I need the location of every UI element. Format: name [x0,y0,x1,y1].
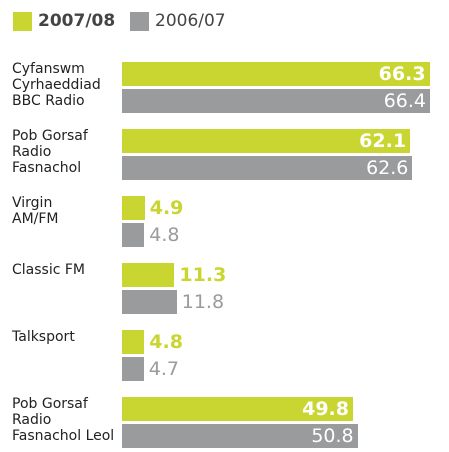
value-label: 66.3 [378,63,426,85]
category-label: Virgin AM/FM [12,195,59,227]
value-label: 4.9 [149,197,184,219]
bar [122,424,358,448]
value-label: 11.3 [179,264,227,286]
legend-swatch [13,12,32,31]
value-label: 50.8 [311,425,354,447]
value-label: 4.8 [149,331,183,353]
value-label: 49.8 [302,398,349,420]
bar [122,290,177,314]
bar [122,223,145,247]
bar [122,397,353,421]
bar [122,330,145,354]
bar [122,89,430,113]
value-label: 4.8 [149,224,180,246]
category-label: Pob Gorsaf Radio Fasnachol [12,128,88,176]
value-label: 62.1 [359,130,407,152]
bar [122,156,413,180]
bar [122,263,175,287]
bar [122,357,144,381]
bar [122,62,430,86]
value-label: 62.6 [366,157,409,179]
category-label: Pob Gorsaf Radio Fasnachol Leol [12,396,115,444]
legend-swatch [130,12,149,31]
value-label: 4.7 [148,358,180,380]
bar [122,129,411,153]
bar [122,196,145,220]
value-label: 66.4 [383,90,426,112]
category-label: Classic FM [12,262,86,278]
category-label: Cyfanswm Cyrhaeddiad BBC Radio [12,61,101,109]
category-label: Talksport [12,329,75,345]
legend-label: 2006/07 [155,11,226,31]
value-label: 11.8 [181,291,225,313]
legend-label: 2007/08 [38,11,116,31]
